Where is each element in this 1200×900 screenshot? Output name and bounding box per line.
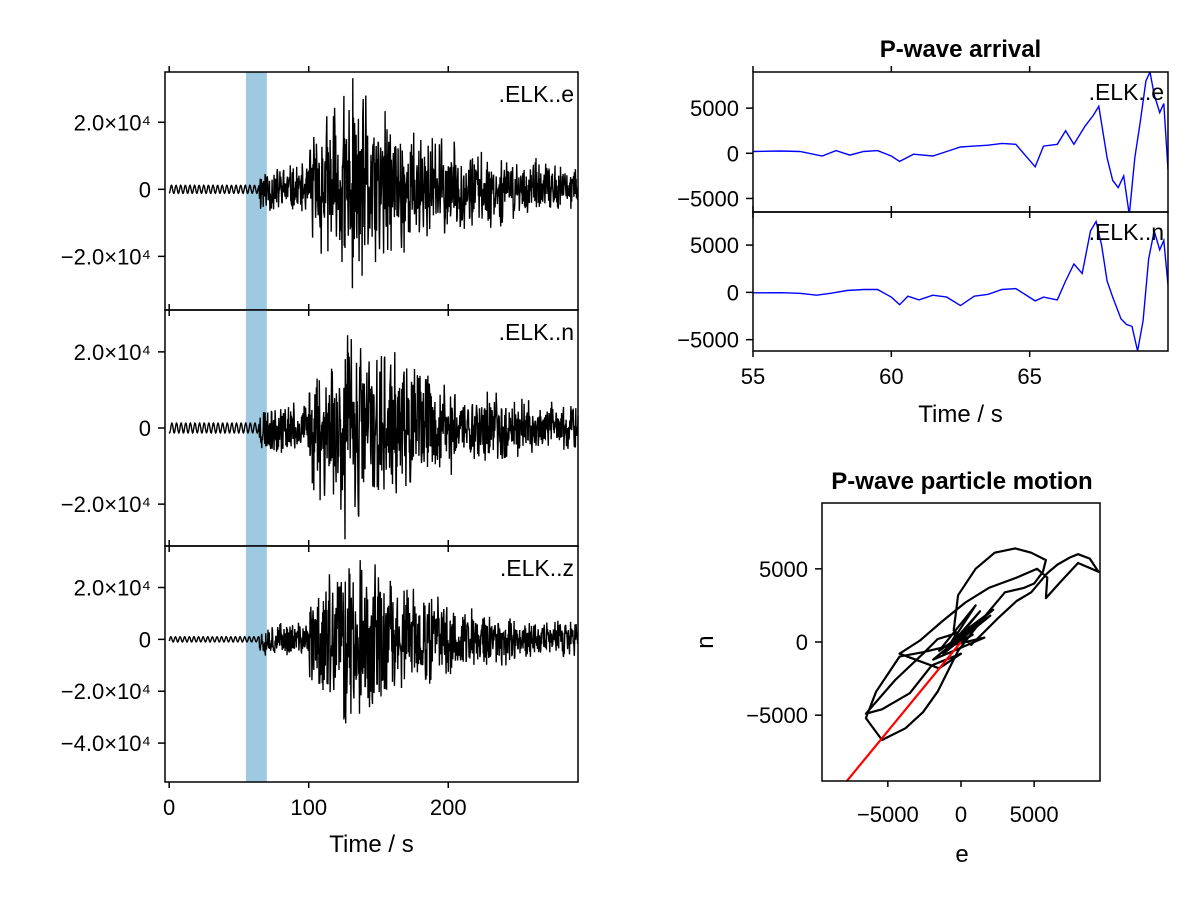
x-axis-label: Time / s [918,401,1002,428]
waveform-panel-elkn: 2.0×10⁴ 0 −2.0×10⁴ .ELK..n [61,304,579,552]
y-tick-label: 2.0×10⁴ [74,110,151,135]
y-tick-label: −2.0×10⁴ [61,679,151,704]
x-tick-label: 100 [290,795,327,820]
station-label: .ELK..z [500,555,574,581]
y-tick-label: 0 [139,627,151,652]
station-label: .ELK..e [499,81,574,107]
y-tick-label: 0 [727,141,739,166]
y-tick-label: −2.0×10⁴ [61,492,151,517]
y-axis-label: n [692,635,719,648]
p-window-highlight [245,546,267,782]
zoom-trace [753,219,1168,351]
x-tick-label: 0 [163,795,175,820]
panel-frame [752,211,1169,352]
y-tick-label: −5000 [677,186,739,211]
x-tick-label: 65 [1017,364,1041,389]
panel-frame [164,545,579,783]
x-tick-label: 5000 [1010,802,1059,827]
zoom-panel-elkn: 5000 0 −5000 .ELK..n [677,206,1169,357]
y-tick-label: −2.0×10⁴ [61,244,151,269]
waveform-trace [168,335,579,540]
particle-motion-path [864,547,1100,742]
y-tick-label: 2.0×10⁴ [74,575,151,600]
station-label: .ELK..e [1089,79,1164,105]
y-tick-label: 5000 [690,96,739,121]
waveform-trace [168,560,579,724]
station-label: .ELK..n [1089,219,1164,245]
x-tick-label: 0 [955,802,967,827]
x-tick-label: 60 [879,364,903,389]
y-tick-label: 5000 [690,233,739,258]
particle-motion-title: P-wave particle motion [831,468,1092,495]
zoom-panel-elke: 5000 0 −5000 .ELK..e [677,66,1169,218]
y-tick-label: −4.0×10⁴ [61,731,151,756]
x-tick-label: 55 [741,364,765,389]
y-tick-label: 5000 [759,557,808,582]
waveform-panel-elke: 2.0×10⁴ 0 −2.0×10⁴ .ELK..e [61,66,579,316]
station-label: .ELK..n [499,319,574,345]
particle-motion-panel: P-wave particle motion −5000 0 5000 5000 0 −50… [692,468,1101,868]
x-axis-label: e [955,841,968,868]
y-tick-label: 0 [139,416,151,441]
x-axis-label: Time / s [329,831,413,858]
y-tick-label: −5000 [746,703,808,728]
x-tick-label: 200 [430,795,467,820]
x-tick-label: −5000 [857,802,919,827]
zoom-title: P-wave arrival [880,36,1041,63]
waveform-trace [168,78,579,289]
y-tick-label: 0 [727,280,739,305]
y-tick-label: 0 [796,630,808,655]
zoom-trace [753,72,1168,212]
y-tick-label: −5000 [677,328,739,353]
y-tick-label: 2.0×10⁴ [74,340,151,365]
y-tick-label: 0 [139,177,151,202]
waveform-panel-elkz: 2.0×10⁴ 0 −2.0×10⁴ −4.0×10⁴ .ELK..z [61,540,579,788]
polarization-line [846,641,962,781]
